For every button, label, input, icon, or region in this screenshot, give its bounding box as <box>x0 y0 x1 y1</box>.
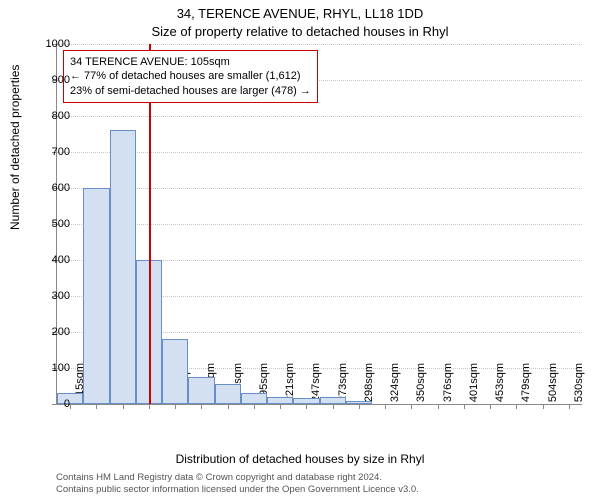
gridline <box>57 152 582 153</box>
info-box: 34 TERENCE AVENUE: 105sqm ← 77% of detac… <box>63 50 318 103</box>
xtick-mark <box>411 404 412 409</box>
ytick-label: 800 <box>30 110 70 122</box>
chart-container: 34, TERENCE AVENUE, RHYL, LL18 1DD Size … <box>0 0 600 500</box>
histogram-bar <box>83 188 109 404</box>
xtick-mark <box>201 404 202 409</box>
ytick-label: 900 <box>30 74 70 86</box>
ytick-label: 600 <box>30 182 70 194</box>
gridline <box>57 44 582 45</box>
xtick-mark <box>175 404 176 409</box>
attribution: Contains HM Land Registry data © Crown c… <box>56 472 419 496</box>
xtick-mark <box>280 404 281 409</box>
xtick-mark <box>149 404 150 409</box>
xtick-mark <box>359 404 360 409</box>
ytick-label: 0 <box>30 398 70 410</box>
histogram-bar <box>320 397 346 404</box>
xtick-label: 350sqm <box>415 363 427 408</box>
xtick-label: 479sqm <box>520 363 532 408</box>
xtick-mark <box>254 404 255 409</box>
ytick-label: 500 <box>30 218 70 230</box>
xtick-mark <box>438 404 439 409</box>
histogram-bar <box>293 398 319 404</box>
gridline <box>57 188 582 189</box>
gridline <box>57 116 582 117</box>
xtick-label: 324sqm <box>389 363 401 408</box>
x-axis-label: Distribution of detached houses by size … <box>0 452 600 466</box>
histogram-bar <box>215 384 241 404</box>
info-box-line3: 23% of semi-detached houses are larger (… <box>70 84 311 98</box>
xtick-mark <box>228 404 229 409</box>
ytick-label: 200 <box>30 326 70 338</box>
xtick-mark <box>543 404 544 409</box>
histogram-bar <box>241 393 267 404</box>
info-box-line2: ← 77% of detached houses are smaller (1,… <box>70 69 311 83</box>
ytick-label: 300 <box>30 290 70 302</box>
chart-title-line2: Size of property relative to detached ho… <box>0 24 600 39</box>
xtick-label: 376sqm <box>442 363 454 408</box>
xtick-mark <box>306 404 307 409</box>
histogram-bar <box>267 397 293 404</box>
xtick-mark <box>516 404 517 409</box>
histogram-bar <box>346 401 372 404</box>
info-box-line1: 34 TERENCE AVENUE: 105sqm <box>70 55 311 69</box>
xtick-mark <box>96 404 97 409</box>
attribution-line2: Contains public sector information licen… <box>56 484 419 496</box>
xtick-label: 504sqm <box>547 363 559 408</box>
xtick-mark <box>464 404 465 409</box>
xtick-mark <box>333 404 334 409</box>
attribution-line1: Contains HM Land Registry data © Crown c… <box>56 472 419 484</box>
xtick-label: 401sqm <box>468 363 480 408</box>
xtick-mark <box>70 404 71 409</box>
ytick-label: 100 <box>30 362 70 374</box>
xtick-mark <box>569 404 570 409</box>
xtick-label: 453sqm <box>494 363 506 408</box>
ytick-label: 1000 <box>30 38 70 50</box>
xtick-mark <box>123 404 124 409</box>
xtick-label: 530sqm <box>573 363 585 408</box>
histogram-bar <box>110 130 136 404</box>
gridline <box>57 224 582 225</box>
ytick-label: 700 <box>30 146 70 158</box>
xtick-mark <box>385 404 386 409</box>
xtick-mark <box>490 404 491 409</box>
ytick-label: 400 <box>30 254 70 266</box>
histogram-bar <box>162 339 188 404</box>
plot-area: 15sqm41sqm67sqm92sqm118sqm144sqm170sqm19… <box>56 44 582 405</box>
chart-title-line1: 34, TERENCE AVENUE, RHYL, LL18 1DD <box>0 6 600 21</box>
y-axis-label: Number of detached properties <box>8 65 22 230</box>
histogram-bar <box>188 377 214 404</box>
